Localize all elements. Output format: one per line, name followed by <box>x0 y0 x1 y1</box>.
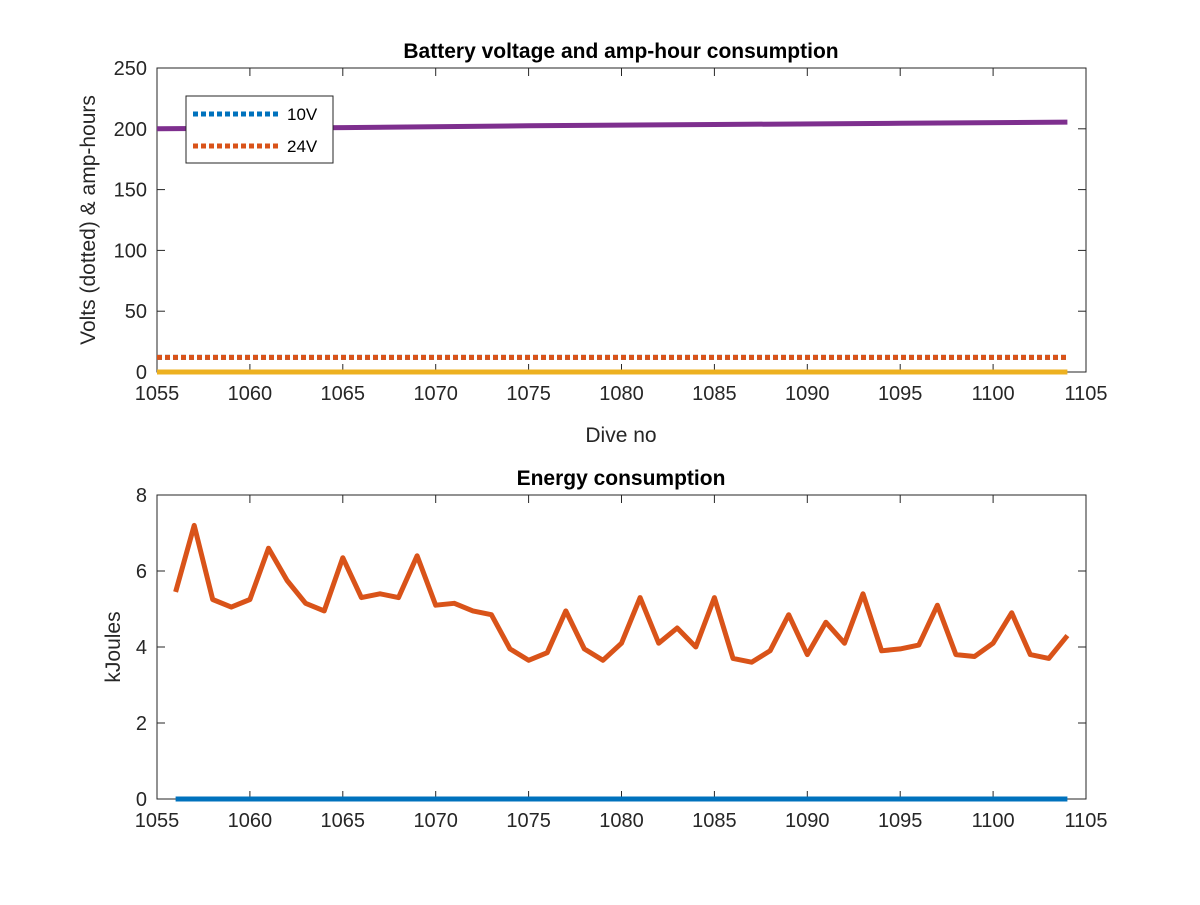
y-axis-title: Volts (dotted) & amp-hours <box>77 95 100 345</box>
x-tick-label: 1080 <box>599 383 644 405</box>
y-tick-label: 6 <box>136 561 147 583</box>
x-tick-label: 1100 <box>972 810 1015 832</box>
y-tick-label: 0 <box>136 362 147 384</box>
y-axis: 0 2 4 6 8 <box>136 485 1086 811</box>
y-tick-label: 200 <box>114 119 147 141</box>
legend: 10V 24V <box>185 95 334 164</box>
y-tick-label: 0 <box>136 789 147 811</box>
x-tick-label: 1070 <box>413 810 458 832</box>
x-tick-label: 1055 <box>135 810 180 832</box>
x-tick-label: 1095 <box>878 383 923 405</box>
x-tick-label: 1090 <box>785 383 830 405</box>
axes-energy: Energy consumption kJoules 1055 1060 1065 1… <box>102 467 1108 832</box>
x-tick-label: 1095 <box>878 810 923 832</box>
x-tick-label: 1090 <box>785 810 830 832</box>
x-tick-label: 1080 <box>599 810 644 832</box>
y-tick-label: 250 <box>114 58 147 80</box>
y-axis: 0 50 100 150 200 250 <box>114 58 1086 384</box>
plot-frame <box>156 494 1087 800</box>
x-axis-title: Dive no <box>585 424 656 447</box>
axes-voltage: Battery voltage and amp-hour consumption… <box>77 40 1108 447</box>
x-tick-label: 1100 <box>972 383 1015 405</box>
chart-title: Energy consumption <box>517 467 726 490</box>
x-tick-label: 1105 <box>1064 810 1107 832</box>
y-tick-label: 4 <box>136 637 147 659</box>
legend-label-24v: 24V <box>287 137 318 156</box>
x-tick-label: 1075 <box>506 810 551 832</box>
legend-box <box>185 95 334 164</box>
y-tick-label: 100 <box>114 240 147 262</box>
y-tick-label: 2 <box>136 713 147 735</box>
y-tick-label: 50 <box>125 301 147 323</box>
x-tick-label: 1070 <box>413 383 458 405</box>
legend-label-10v: 10V <box>287 105 318 124</box>
chart-title: Battery voltage and amp-hour consumption <box>403 40 838 63</box>
y-axis-title: kJoules <box>102 611 125 682</box>
x-tick-label: 1065 <box>321 383 366 405</box>
x-tick-label: 1085 <box>692 383 737 405</box>
x-axis: 1055 1060 1065 1070 1075 1080 1085 1090 1095 1100… <box>135 495 1108 832</box>
x-tick-label: 1060 <box>228 383 273 405</box>
x-axis: 1055 1060 1065 1070 1075 1080 1085 1090 1095 1100… <box>135 68 1108 405</box>
plot-area <box>173 522 1070 802</box>
x-tick-label: 1085 <box>692 810 737 832</box>
y-tick-label: 8 <box>136 485 147 507</box>
x-tick-label: 1105 <box>1064 383 1107 405</box>
series-line-2 <box>173 522 1070 665</box>
x-tick-label: 1055 <box>135 383 180 405</box>
x-tick-label: 1060 <box>228 810 273 832</box>
x-tick-label: 1075 <box>506 383 551 405</box>
x-tick-label: 1065 <box>321 810 366 832</box>
y-tick-label: 150 <box>114 180 147 202</box>
